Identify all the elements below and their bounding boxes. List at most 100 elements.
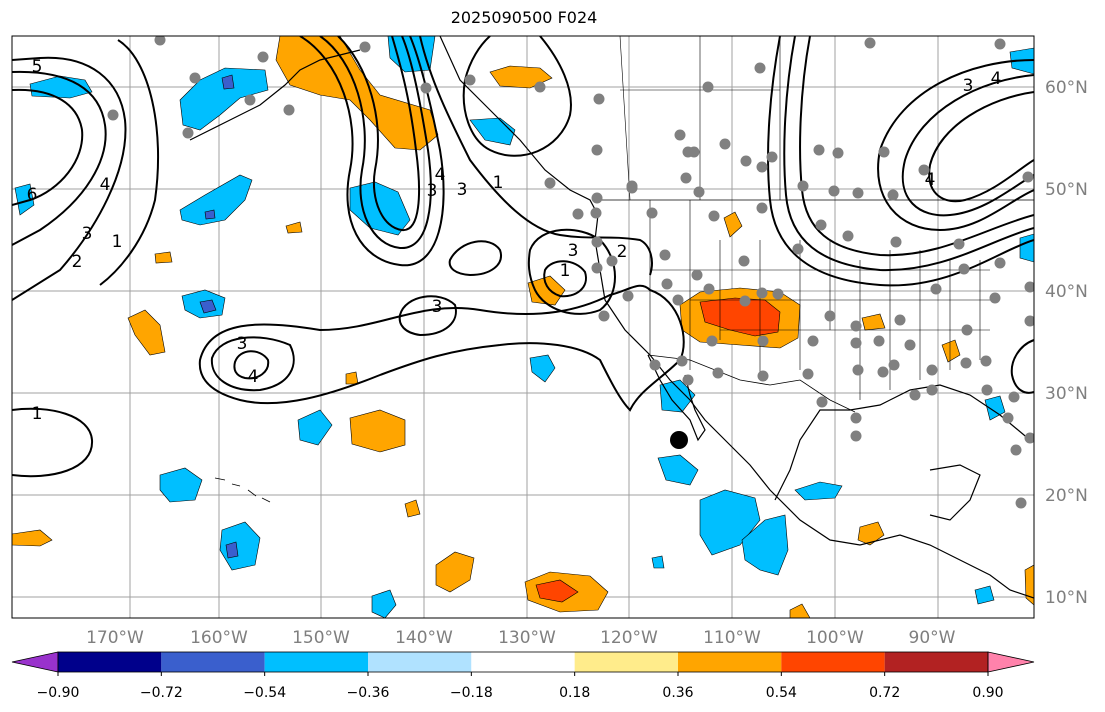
station-dot: [756, 161, 768, 173]
contour-label: 4: [100, 175, 111, 195]
contour-label: 3: [568, 241, 579, 261]
station-dot: [154, 36, 166, 46]
colorbar-tick-label: −0.90: [37, 685, 80, 701]
station-dot: [850, 430, 862, 442]
station-dot: [1008, 391, 1020, 403]
station-dot: [878, 146, 890, 158]
colorbar: −0.90 −0.72 −0.54 −0.36 −0.18 0.18 0.36 0.54 0.7…: [11, 651, 1035, 701]
negative-anomaly: [297, 409, 333, 446]
station-dot: [961, 324, 973, 336]
contour-line: [198, 284, 685, 412]
colorbar-tick-label: 0.36: [662, 685, 693, 701]
positive-anomaly: [345, 371, 359, 385]
station-dot: [691, 269, 703, 281]
latitude-label: 20°N: [1045, 486, 1088, 506]
station-dot: [792, 243, 804, 255]
positive-anomaly: [489, 65, 553, 89]
contour-line: [527, 228, 616, 315]
coastline-north-america: [439, 36, 1034, 599]
negative-anomaly: [179, 67, 269, 131]
station-dot: [802, 368, 814, 380]
negative-anomaly: [14, 183, 35, 216]
contour-line: [12, 88, 84, 206]
station-dot: [756, 202, 768, 214]
station-dot: [909, 389, 921, 401]
negative-anomaly: [651, 555, 665, 569]
negative-anomaly: [794, 481, 843, 501]
colorbar-segment: [884, 652, 988, 672]
positive-anomaly: [127, 309, 166, 356]
positive-anomaly: [349, 409, 406, 453]
station-dot: [824, 310, 836, 322]
longitude-label: 160°W: [190, 628, 248, 648]
negative-anomaly: [529, 354, 556, 383]
strong-negative-anomaly: [199, 299, 217, 314]
station-dot: [807, 335, 819, 347]
station-dot: [680, 172, 692, 184]
contour-line: [12, 70, 107, 246]
colorbar-tick-label: −0.54: [243, 685, 286, 701]
contour-label: 2: [72, 252, 83, 272]
negative-anomaly: [371, 589, 397, 618]
station-dot: [926, 364, 938, 376]
contour-line: [767, 36, 1034, 287]
contour-label: 3: [457, 180, 468, 200]
longitude-label: 110°W: [703, 628, 761, 648]
station-dot: [591, 262, 603, 274]
colorbar-extension-low: [11, 651, 59, 673]
station-dot: [649, 359, 661, 371]
station-dot: [960, 357, 972, 369]
latitude-label: 30°N: [1045, 384, 1088, 404]
station-dot: [591, 236, 603, 248]
longitude-label: 140°W: [395, 628, 453, 648]
station-dot: [688, 146, 700, 158]
colorbar-segment: [264, 652, 368, 672]
colorbar-tick-label: 0.72: [869, 685, 900, 701]
positive-anomaly: [435, 551, 475, 593]
colorbar-tick-label: 0.54: [766, 685, 797, 701]
station-dot: [682, 374, 694, 386]
state-borders: [649, 200, 990, 400]
station-dot: [283, 104, 295, 116]
station-dot: [708, 210, 720, 222]
contour-label: 6: [27, 185, 38, 205]
positive-anomaly: [941, 339, 961, 363]
positive-anomaly: [857, 521, 885, 546]
station-dot: [890, 236, 902, 248]
station-dot: [852, 187, 864, 199]
station-dot: [994, 38, 1006, 50]
station-dot: [1015, 497, 1027, 509]
coastline-alaska: [189, 49, 361, 141]
latitude-label: 40°N: [1045, 282, 1088, 302]
station-dot: [189, 72, 201, 84]
station-dot: [534, 81, 546, 93]
contour-label: 4: [248, 367, 259, 387]
contour-label: 3: [432, 297, 443, 317]
colorbar-segment: [58, 652, 162, 672]
station-dot: [702, 81, 714, 93]
colorbar-segment: [574, 652, 678, 672]
contours: [12, 36, 1034, 478]
station-markers: [107, 36, 1034, 509]
contour-label: 1: [493, 173, 504, 193]
station-dot: [926, 384, 938, 396]
station-dot: [590, 207, 602, 219]
station-dot: [1010, 444, 1022, 456]
station-dot: [754, 62, 766, 74]
station-dot: [593, 93, 605, 105]
latitude-label: 10°N: [1045, 588, 1088, 608]
station-dot: [257, 51, 269, 63]
negative-anomaly: [349, 181, 411, 236]
positive-anomaly: [285, 221, 303, 234]
station-dot: [828, 185, 840, 197]
ocean-background: [12, 36, 1034, 618]
contour-label: 5: [32, 57, 43, 77]
contour-label: 3: [237, 334, 248, 354]
station-dot: [864, 37, 876, 49]
contour-line: [319, 36, 432, 250]
station-dot: [646, 207, 658, 219]
contour-line: [783, 36, 1034, 272]
station-dot: [674, 129, 686, 141]
negative-anomaly: [469, 117, 516, 146]
